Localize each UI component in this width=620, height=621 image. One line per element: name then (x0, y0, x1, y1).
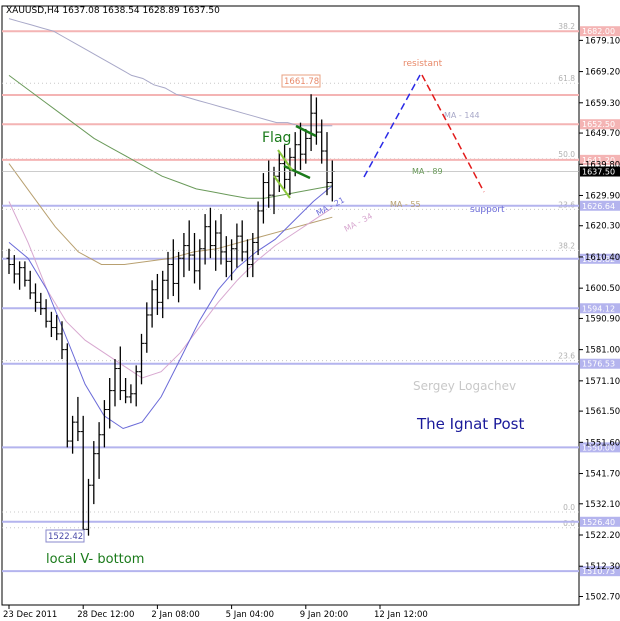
price-level-label: 1526.40 (582, 518, 615, 527)
price-level-label: 1652.50 (582, 120, 615, 129)
price-level-box (580, 154, 620, 165)
low-tag-label: 1522.42 (48, 532, 83, 542)
price-level-label: 1576.53 (582, 360, 615, 369)
y-tick-label: 1679.10 (585, 36, 620, 46)
ma-line (8, 201, 333, 379)
price-level-box (580, 516, 620, 527)
x-tick-label: 23 Dec 2011 (3, 610, 57, 620)
price-level-box (580, 26, 620, 37)
y-tick-label: 1571.10 (585, 377, 620, 387)
chart-header: XAUUSD,H4 1637.08 1638.54 1628.89 1637.5… (6, 6, 220, 16)
current-price-label: 1637.50 (582, 168, 615, 177)
y-tick-label: 1522.20 (585, 531, 620, 541)
x-tick-label: 28 Dec 12:00 (77, 610, 134, 620)
y-tick-label: 1610.40 (585, 253, 620, 263)
y-tick-label: 1551.60 (585, 438, 620, 448)
ma-label: MA - 55 (390, 200, 421, 209)
y-tick-label: 1502.70 (585, 592, 620, 602)
price-level-label: 1510.73 (582, 567, 615, 576)
flag-lower-line (283, 164, 311, 180)
fib-label: 23.6 (558, 352, 575, 361)
ma-label: MA - 144 (444, 111, 480, 120)
price-level-label: 1594.12 (582, 304, 615, 313)
flag-label: Flag (262, 130, 291, 146)
y-tick-label: 1532.10 (585, 500, 620, 510)
bottom-label: local V- bottom (46, 552, 144, 567)
y-tick-label: 1620.30 (585, 222, 620, 232)
price-level-label: 1626.64 (582, 202, 615, 211)
ma-line (8, 163, 333, 265)
ma-line (8, 185, 333, 430)
price-level-label: 1609.82 (582, 255, 615, 264)
resistant-label: resistant (403, 59, 443, 69)
y-tick-label: 1659.30 (585, 99, 620, 109)
forecast-up-line (363, 74, 421, 178)
price-level-label: 1641.20 (582, 156, 615, 165)
fib-label: 61.8 (558, 74, 575, 83)
fib-label: 0.0 (563, 519, 575, 528)
y-tick-label: 1669.20 (585, 68, 620, 78)
price-level-box (580, 119, 620, 130)
price-level-box (580, 303, 620, 314)
y-tick-label: 1629.90 (585, 191, 620, 201)
ma-label: MA - 89 (412, 167, 443, 176)
y-tick-label: 1541.70 (585, 470, 620, 480)
price-level-box (580, 566, 620, 577)
y-tick-label: 1590.90 (585, 314, 620, 324)
price-level-box (580, 358, 620, 369)
x-tick-label: 2 Jan 08:00 (151, 610, 199, 620)
post-label: The Ignat Post (416, 415, 524, 433)
y-tick-label: 1600.50 (585, 284, 620, 294)
x-tick-label: 12 Jan 12:00 (374, 610, 428, 620)
y-tick-label: 1639.80 (585, 160, 620, 170)
fib-label: 50.0 (558, 150, 575, 159)
x-tick-label: 9 Jan 20:00 (300, 610, 348, 620)
fib-label: 38.2 (558, 22, 575, 31)
price-level-label: 1682.00 (582, 27, 615, 36)
flag-pole-line (277, 149, 293, 171)
current-price-box (580, 166, 620, 177)
high-tag-box (281, 74, 321, 88)
flag-pole-line (273, 175, 291, 199)
ma-line (8, 74, 333, 199)
price-level-box (580, 253, 620, 264)
author-label: Sergey Logachev (413, 379, 516, 393)
x-tick-label: 5 Jan 04:00 (226, 610, 274, 620)
ma-line (8, 18, 333, 127)
price-level-label: 1550.00 (582, 443, 615, 452)
y-tick-label: 1512.30 (585, 562, 620, 572)
low-tag-box (45, 529, 85, 543)
fib-label: 0.0 (563, 503, 575, 512)
flag-upper-line (295, 124, 317, 138)
support-label: support (470, 205, 505, 215)
fib-label: 38.2 (558, 241, 575, 250)
y-tick-label: 1561.50 (585, 407, 620, 417)
high-tag-label: 1661.78 (284, 77, 319, 87)
y-tick-label: 1581.00 (585, 346, 620, 356)
price-level-box (580, 442, 620, 453)
forecast-down-line (421, 74, 485, 193)
plot-frame (1, 5, 580, 606)
y-tick-label: 1649.70 (585, 129, 620, 139)
price-level-box (580, 200, 620, 211)
